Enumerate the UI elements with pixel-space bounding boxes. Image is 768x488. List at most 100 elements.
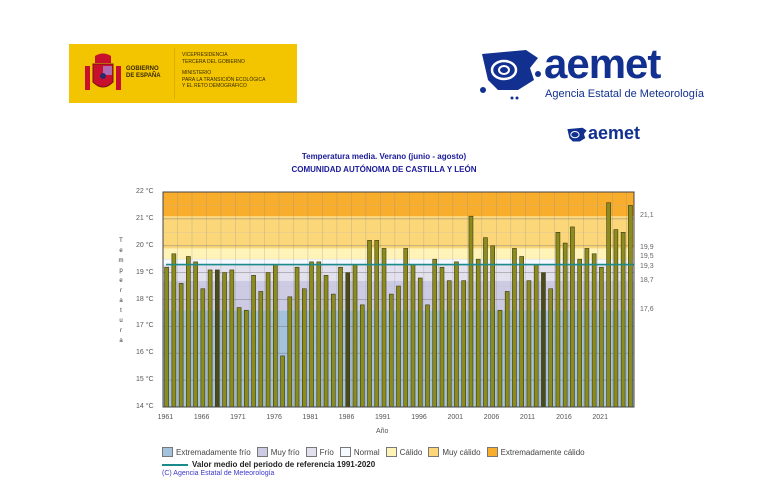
x-tick-label: 1996: [411, 414, 427, 421]
legend-item: Normal: [339, 447, 380, 457]
bar-2003: [468, 215, 474, 408]
bar-1973: [251, 275, 256, 408]
threshold-label: 18,7: [640, 276, 654, 284]
bar-2001: [454, 261, 459, 408]
credit: (C) Agencia Estatal de Meteorología: [162, 470, 275, 477]
legend-label: Cálido: [399, 447, 423, 457]
bar-1998: [432, 258, 438, 408]
y-tick-label: 18 °C: [136, 295, 154, 303]
bar-1968: [215, 269, 220, 408]
bar-1967: [207, 269, 213, 408]
ministry-name: VICEPRESIDENCIA TERCERA DEL GOBIERNO MIN…: [182, 52, 266, 89]
bar-2008: [504, 291, 510, 408]
coat-of-arms-icon: [85, 53, 121, 90]
bar-2011: [526, 280, 532, 408]
bar-1996: [417, 277, 423, 408]
x-tick-label: 1986: [338, 414, 355, 421]
x-tick-label: 2016: [556, 414, 572, 421]
bar-2020: [591, 253, 597, 408]
x-tick-label: 1976: [266, 414, 282, 421]
bar-1974: [258, 291, 264, 408]
legend-swatch: [256, 447, 268, 457]
bar-2022: [606, 202, 611, 408]
bar-2023: [613, 229, 619, 408]
bar-2002: [461, 280, 467, 408]
y-label-letter: r: [120, 288, 122, 294]
legend-swatch: [162, 447, 173, 457]
y-tick-label: 22 °C: [136, 188, 154, 195]
bar-1989: [367, 240, 372, 408]
bar-2017: [570, 226, 575, 408]
y-label-letter: u: [119, 318, 123, 324]
aemet-logo-small: aemet: [566, 123, 640, 151]
legend-swatch: [428, 447, 440, 457]
threshold-label: 19,9: [640, 244, 654, 252]
x-tick-label: 2021: [592, 414, 608, 421]
bar-2004: [475, 258, 481, 408]
divider: [174, 48, 175, 99]
bar-2018: [577, 258, 582, 408]
bar-2013: [541, 272, 546, 408]
gobierno-name: GOBIERNO DE ESPAÑA: [126, 66, 161, 79]
legend-label: Extremadamente cálido: [500, 447, 585, 457]
legend-item: Muy frío: [256, 447, 300, 457]
y-label-letter: a: [119, 298, 123, 304]
threshold-label: 19,3: [640, 262, 654, 270]
bar-1972: [244, 309, 249, 408]
bar-1979: [294, 266, 300, 408]
x-tick-label: 2011: [519, 414, 535, 421]
legend: Extremadamente frío Muy frío Frío Normal Cál…: [162, 447, 585, 457]
bar-2010: [519, 256, 524, 408]
bar-1965: [193, 261, 198, 408]
bar-2012: [533, 264, 539, 408]
bar-2005: [483, 237, 488, 408]
bar-1969: [222, 272, 227, 408]
legend-swatch: [385, 447, 397, 457]
legend-item: Cálido: [385, 447, 423, 457]
gobierno-espana-logo: GOBIERNO DE ESPAÑA VICEPRESIDENCIA TERCE…: [69, 44, 297, 103]
legend-swatch: [339, 447, 351, 457]
bar-1966: [200, 288, 206, 408]
plot-border: [162, 191, 635, 408]
bar-2006: [490, 245, 496, 408]
bar-1999: [439, 266, 445, 408]
bar-1991: [381, 248, 387, 408]
bar-2025: [628, 205, 633, 408]
bar-1976: [273, 264, 278, 408]
bar-1970: [229, 269, 235, 408]
bar-2014: [548, 288, 553, 408]
bar-1987: [352, 264, 358, 408]
bar-1961: [164, 266, 169, 408]
chart-title: Temperatura media. Verano (junio - agost…: [301, 152, 467, 161]
bar-2009: [512, 248, 517, 408]
legend-label: Normal: [353, 447, 380, 457]
y-label-letter: a: [119, 338, 123, 344]
bar-1962: [171, 253, 177, 408]
reference-line-swatch: [162, 463, 188, 466]
y-tick-label: 16 °C: [136, 349, 154, 357]
x-tick-label: 1966: [193, 414, 210, 421]
legend-item: Muy cálido: [428, 447, 481, 457]
bar-1963: [178, 283, 184, 408]
bar-2016: [562, 242, 568, 408]
legend-label: Extremadamente frío: [176, 447, 251, 457]
threshold-label: 17,6: [640, 306, 654, 314]
legend-item: Extremadamente cálido: [486, 447, 585, 457]
bar-2007: [497, 309, 503, 408]
bar-1992: [388, 293, 394, 408]
threshold-label: 19,5: [640, 253, 654, 261]
threshold-label: 21,1: [640, 212, 654, 220]
legend-swatch: [486, 447, 498, 457]
legend-label: Frío: [319, 447, 334, 457]
bar-1997: [425, 304, 430, 408]
band: [163, 248, 634, 260]
y-tick-label: 20 °C: [136, 241, 154, 249]
bar-1995: [410, 264, 416, 408]
bar-1975: [265, 272, 271, 408]
bar-1982: [316, 261, 322, 408]
y-tick-label: 17 °C: [136, 322, 154, 330]
bar-1988: [359, 304, 365, 408]
bar-1978: [287, 296, 293, 408]
legend-label: Muy frío: [270, 447, 300, 457]
legend-reference-line: Valor medio del periodo de referencia 19…: [162, 460, 375, 469]
